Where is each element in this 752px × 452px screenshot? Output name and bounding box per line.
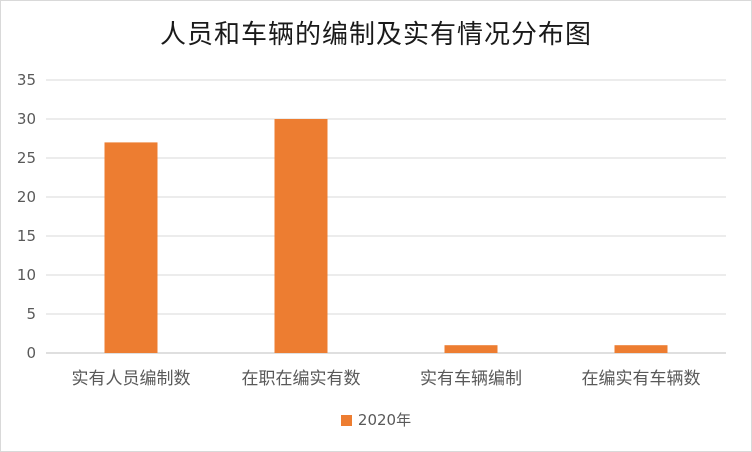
y-tick-label: 30 <box>17 110 36 128</box>
x-category-label: 实有人员编制数 <box>72 369 191 389</box>
y-tick-label: 35 <box>17 71 36 89</box>
bar <box>274 119 328 353</box>
bar <box>104 142 158 353</box>
chart-legend: 2020年 <box>0 409 752 430</box>
x-category-label: 实有车辆编制 <box>420 369 522 389</box>
y-tick-label: 15 <box>17 227 36 245</box>
legend-label-2020: 2020年 <box>357 411 412 429</box>
x-category-label: 在编实有车辆数 <box>582 369 701 389</box>
bar <box>444 345 498 353</box>
x-category-label: 在职在编实有数 <box>242 369 361 389</box>
y-tick-label: 25 <box>17 149 36 167</box>
chart-title: 人员和车辆的编制及实有情况分布图 <box>159 20 592 50</box>
y-tick-label: 0 <box>26 344 36 362</box>
bar <box>614 345 668 353</box>
legend-swatch-2020 <box>340 415 352 426</box>
y-tick-label: 10 <box>17 266 36 284</box>
y-tick-label: 5 <box>26 305 36 323</box>
y-tick-label: 20 <box>17 188 36 206</box>
